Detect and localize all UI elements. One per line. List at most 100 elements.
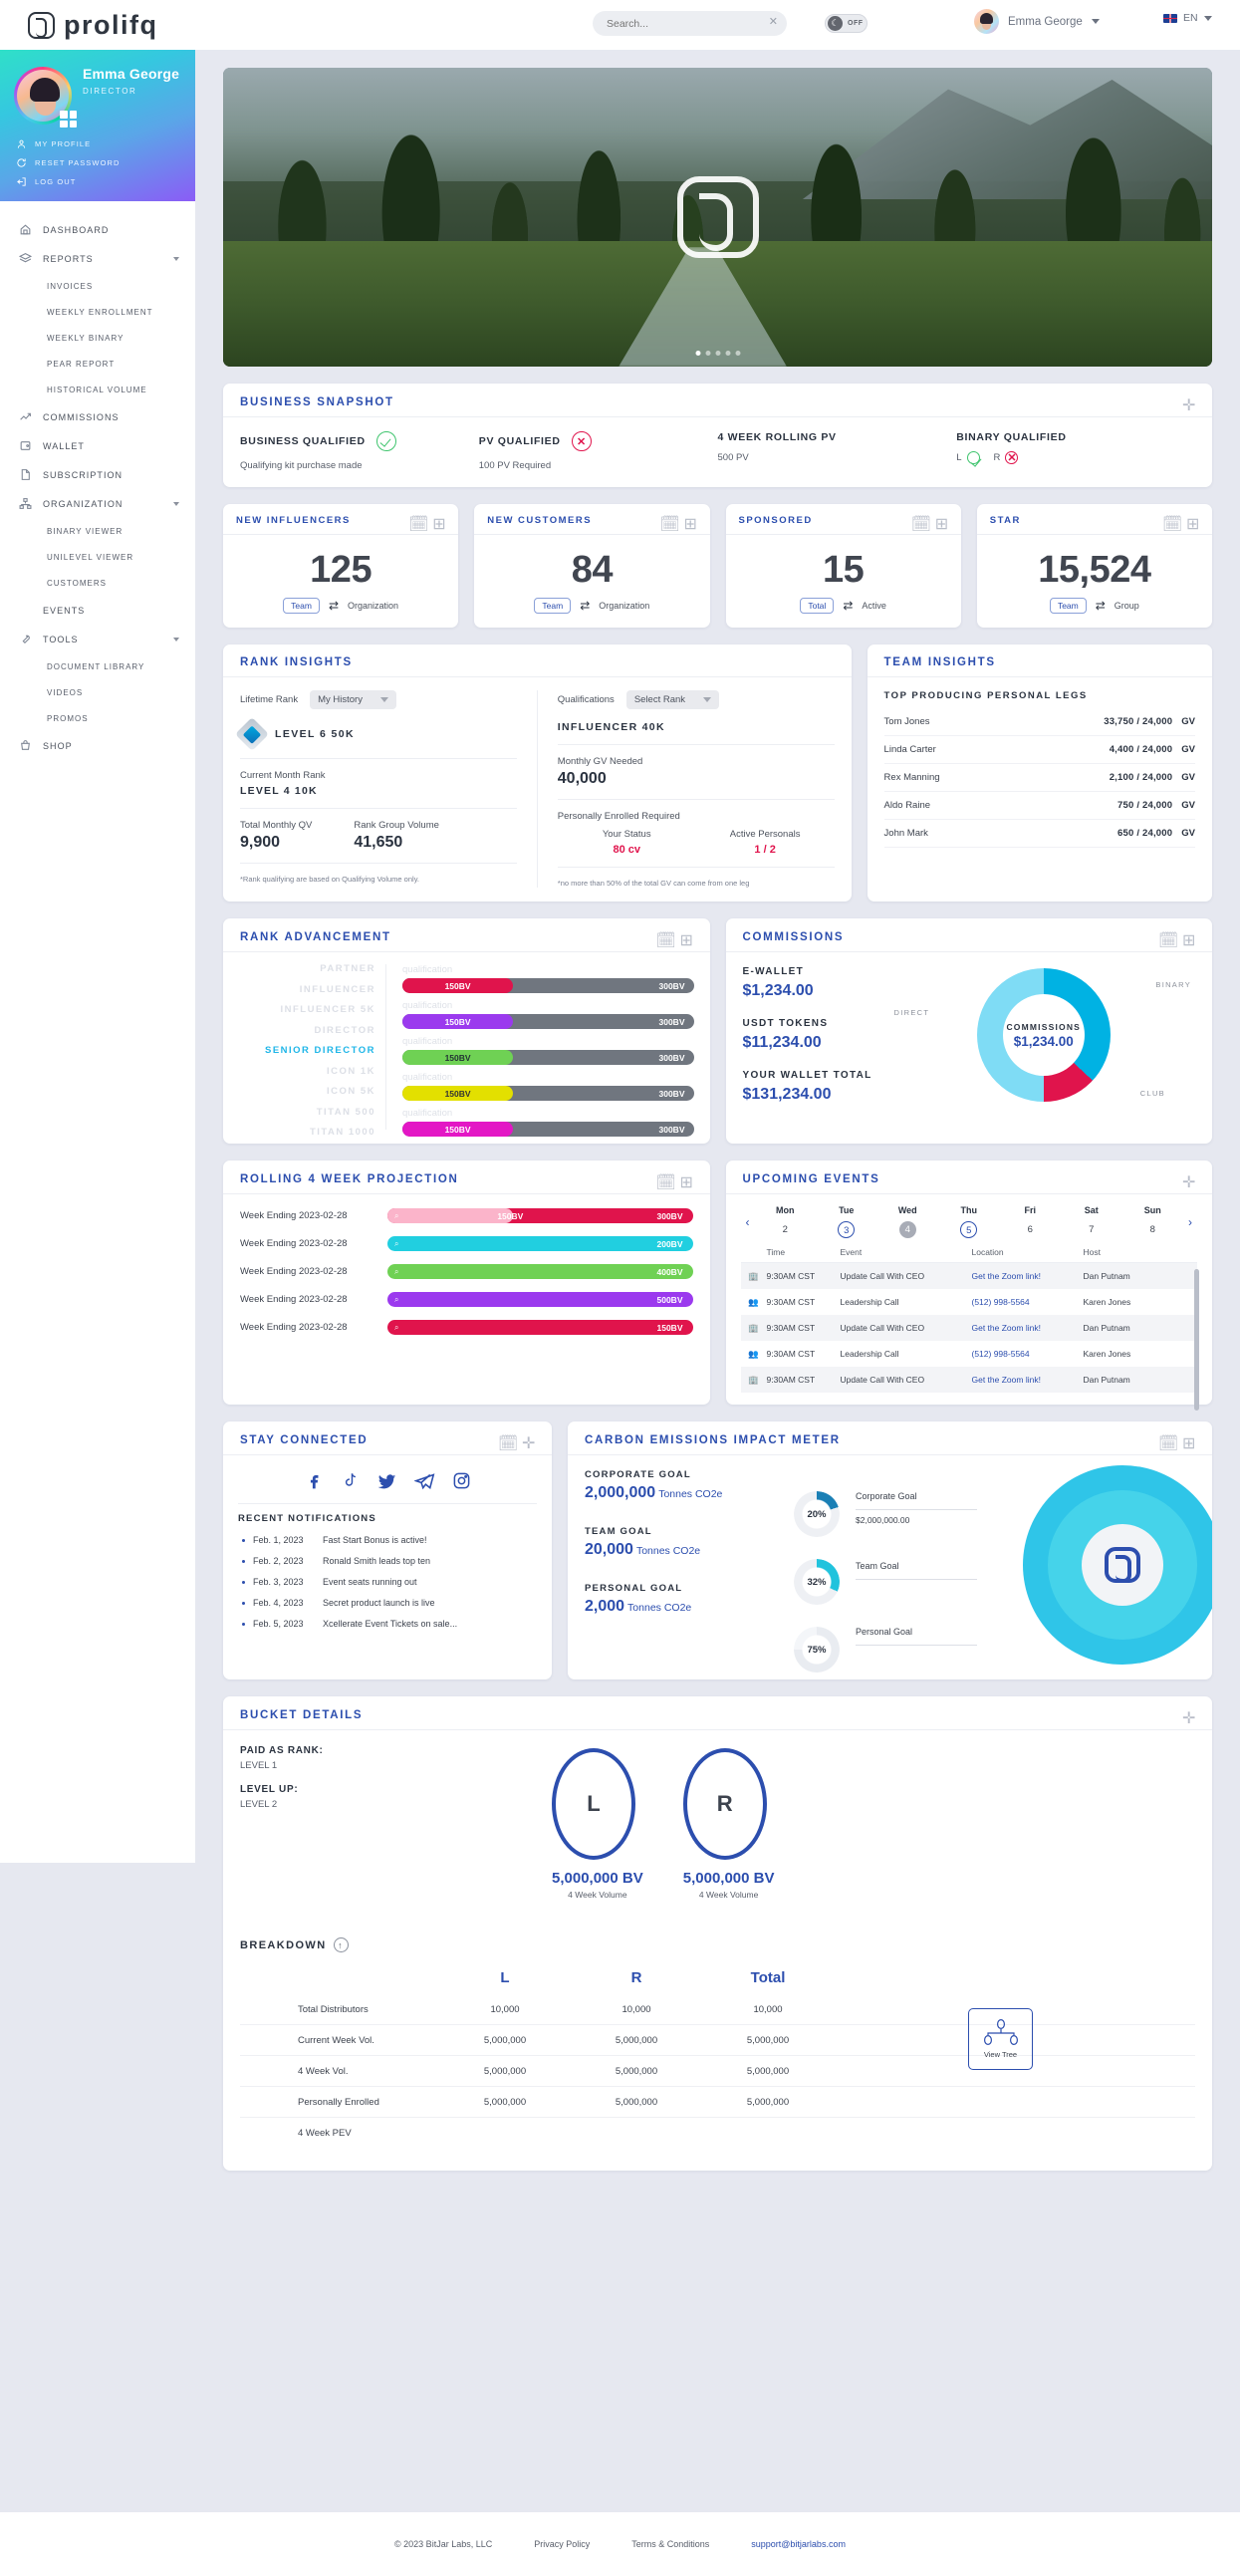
grid-icon[interactable]: ⊞: [1182, 1435, 1196, 1452]
table-row[interactable]: Linda Carter 4,400 / 24,000 GV: [883, 736, 1195, 764]
chevron-down-icon[interactable]: [1091, 19, 1100, 24]
table-row[interactable]: 👥 9:30AM CST Leadership Call (512) 998-5…: [741, 1289, 1198, 1315]
event-location-link[interactable]: (512) 998-5564: [971, 1297, 1030, 1307]
move-icon[interactable]: ✛: [522, 1435, 536, 1452]
event-location-link[interactable]: Get the Zoom link!: [971, 1271, 1041, 1281]
language-selector[interactable]: EN: [1163, 12, 1212, 24]
sidebar-item-dashboard[interactable]: DASHBOARD: [0, 215, 195, 244]
sidebar-item-events[interactable]: EVENTS: [0, 596, 195, 625]
profile-link-my-profile[interactable]: MY PROFILE: [16, 138, 195, 149]
list-item[interactable]: Feb. 3, 2023 Event seats running out: [238, 1577, 537, 1587]
profile-link-log-out[interactable]: LOG OUT: [16, 176, 195, 187]
day-mon[interactable]: Mon 2: [755, 1205, 817, 1238]
move-icon[interactable]: ✛: [1182, 397, 1196, 414]
move-icon[interactable]: ✛: [1182, 1174, 1196, 1191]
calendar-icon[interactable]: 🗓: [1158, 1435, 1179, 1452]
stat-scope-alt[interactable]: Active: [862, 601, 886, 611]
sidebar-item-commissions[interactable]: COMMISSIONS: [0, 402, 195, 431]
support-email-link[interactable]: support@bitjarlabs.com: [751, 2539, 846, 2549]
sidebar-subitem-invoices[interactable]: INVOICES: [0, 273, 195, 299]
sidebar-item-reports[interactable]: REPORTS: [0, 244, 195, 273]
rank-step[interactable]: INFLUENCER: [299, 983, 375, 995]
event-location-link[interactable]: Get the Zoom link!: [971, 1323, 1041, 1333]
calendar-icon[interactable]: 🗓: [1158, 932, 1179, 949]
stat-scope-alt[interactable]: Group: [1114, 601, 1139, 611]
facebook-icon[interactable]: [305, 1471, 324, 1490]
tiktok-icon[interactable]: [341, 1471, 360, 1490]
calendar-icon[interactable]: 🗓: [1162, 516, 1183, 533]
search-box[interactable]: ✕: [593, 11, 787, 36]
table-row[interactable]: Aldo Raine 750 / 24,000 GV: [883, 792, 1195, 820]
calendar-icon[interactable]: 🗓: [655, 1174, 676, 1191]
day-fri[interactable]: Fri 6: [1000, 1205, 1062, 1238]
day-sun[interactable]: Sun 8: [1122, 1205, 1184, 1238]
day-wed[interactable]: Wed 4: [877, 1205, 939, 1238]
rank-step-current[interactable]: SENIOR DIRECTOR: [264, 1045, 375, 1056]
lifetime-rank-select[interactable]: My History: [310, 690, 396, 709]
terms-link[interactable]: Terms & Conditions: [631, 2539, 710, 2549]
grid-icon[interactable]: ⊞: [934, 516, 949, 533]
table-row[interactable]: 🏢 9:30AM CST Update Call With CEO Get th…: [740, 1315, 1197, 1341]
grid-icon[interactable]: ⊞: [432, 516, 446, 533]
carousel-dots[interactable]: [695, 351, 740, 356]
rank-step[interactable]: DIRECTOR: [314, 1024, 375, 1036]
chevron-down-icon[interactable]: [173, 501, 179, 506]
stat-scope-alt[interactable]: Organization: [599, 601, 650, 611]
event-location-link[interactable]: Get the Zoom link!: [971, 1375, 1041, 1385]
calendar-icon[interactable]: 🗓: [498, 1435, 519, 1452]
grid-icon[interactable]: ⊞: [1182, 932, 1196, 949]
stat-scope-pill[interactable]: Team: [1049, 598, 1087, 614]
table-row[interactable]: 🏢 9:30AM CST Update Call With CEO Get th…: [740, 1263, 1197, 1289]
telegram-icon[interactable]: [413, 1471, 435, 1492]
sidebar-subitem-weekly-binary[interactable]: WEEKLY BINARY: [0, 325, 195, 351]
sidebar-item-subscription[interactable]: SUBSCRIPTION: [0, 460, 195, 489]
swap-icon[interactable]: ⇄: [328, 599, 340, 613]
day-sat[interactable]: Sat 7: [1061, 1205, 1122, 1238]
stat-scope-pill[interactable]: Total: [800, 598, 835, 614]
swap-icon[interactable]: ⇄: [1095, 599, 1106, 613]
profile-avatar[interactable]: [14, 67, 77, 128]
stat-scope-pill[interactable]: Team: [534, 598, 572, 614]
rank-step[interactable]: PARTNER: [320, 963, 375, 974]
qr-code-icon[interactable]: [60, 111, 77, 128]
swap-icon[interactable]: ⇄: [580, 599, 591, 613]
view-tree-button[interactable]: View Tree: [968, 2008, 1033, 2070]
clear-search-icon[interactable]: ✕: [768, 16, 778, 28]
sidebar-subitem-promos[interactable]: PROMOS: [0, 705, 195, 731]
sidebar-item-organization[interactable]: ORGANIZATION: [0, 489, 195, 518]
rank-step[interactable]: INFLUENCER 5K: [280, 1004, 375, 1015]
sidebar-item-wallet[interactable]: WALLET: [0, 431, 195, 460]
next-week-button[interactable]: ›: [1188, 1214, 1192, 1229]
twitter-icon[interactable]: [376, 1471, 397, 1492]
list-item[interactable]: Feb. 5, 2023 Xcellerate Event Tickets on …: [238, 1619, 537, 1629]
sidebar-subitem-historical-volume[interactable]: HISTORICAL VOLUME: [0, 377, 195, 402]
prev-week-button[interactable]: ‹: [745, 1214, 750, 1229]
sidebar-item-tools[interactable]: TOOLS: [0, 625, 195, 653]
dark-mode-toggle[interactable]: ☾ OFF: [825, 14, 868, 33]
sidebar-subitem-videos[interactable]: VIDEOS: [0, 679, 195, 705]
day-tue[interactable]: Tue 3: [816, 1205, 877, 1238]
instagram-icon[interactable]: [452, 1471, 471, 1490]
calendar-icon[interactable]: 🗓: [910, 516, 932, 533]
table-row[interactable]: Tom Jones 33,750 / 24,000 GV: [883, 708, 1195, 736]
day-thu[interactable]: Thu 5: [938, 1205, 1000, 1238]
collapse-icon[interactable]: ↑: [333, 1937, 349, 1952]
brand-logo[interactable]: prolifq: [28, 10, 157, 41]
events-scrollbar[interactable]: [1194, 1269, 1199, 1411]
calendar-icon[interactable]: 🗓: [408, 516, 429, 533]
stat-scope-alt[interactable]: Organization: [348, 601, 399, 611]
chevron-down-icon[interactable]: [1203, 15, 1212, 21]
grid-icon[interactable]: ⊞: [1186, 516, 1200, 533]
privacy-policy-link[interactable]: Privacy Policy: [534, 2539, 591, 2549]
table-row[interactable]: 👥 9:30AM CST Leadership Call (512) 998-5…: [741, 1341, 1198, 1367]
rank-step[interactable]: ICON 1K: [326, 1065, 375, 1077]
sidebar-subitem-unilevel-viewer[interactable]: UNILEVEL VIEWER: [0, 544, 195, 570]
user-menu[interactable]: Emma George: [974, 9, 1100, 34]
list-item[interactable]: Feb. 4, 2023 Secret product launch is liv…: [238, 1598, 537, 1608]
list-item[interactable]: Feb. 2, 2023 Ronald Smith leads top ten: [238, 1556, 537, 1566]
chevron-down-icon[interactable]: [173, 256, 179, 261]
rank-step[interactable]: TITAN 1000: [309, 1127, 375, 1138]
stat-scope-pill[interactable]: Team: [283, 598, 320, 614]
chevron-down-icon[interactable]: [173, 637, 179, 642]
calendar-icon[interactable]: 🗓: [655, 932, 676, 949]
